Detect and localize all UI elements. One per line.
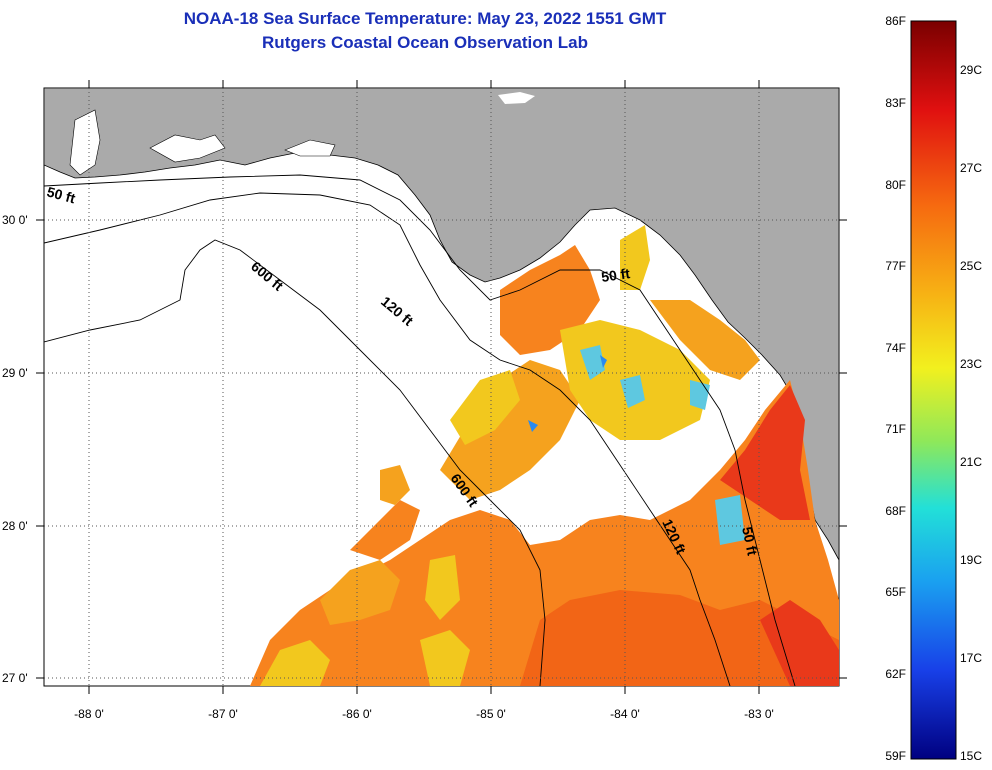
- bay: [149, 134, 226, 163]
- colorbar-c-label: 15C: [960, 749, 982, 763]
- colorbar: [910, 20, 957, 760]
- contour-label: 50 ft: [739, 525, 761, 557]
- x-tick-label: -83 0': [744, 707, 774, 721]
- contour-50ft: [44, 174, 796, 686]
- map-subtitle: Rutgers Coastal Ocean Observation Lab: [262, 33, 588, 52]
- colorbar-c-labels: 29C 27C 25C 23C 21C 19C 17C 15C: [960, 63, 982, 763]
- sst-data: [250, 225, 839, 686]
- contour-600ft: [44, 239, 546, 686]
- lake: [498, 92, 535, 104]
- colorbar-f-label: 80F: [885, 178, 906, 192]
- x-tick-label: -86 0': [342, 707, 372, 721]
- colorbar-f-labels: 86F 83F 80F 77F 74F 71F 68F 65F 62F 59F: [885, 14, 906, 763]
- x-tick-label: -84 0': [610, 707, 640, 721]
- colorbar-f-label: 65F: [885, 585, 906, 599]
- y-tick-label: 27 0': [2, 671, 28, 685]
- colorbar-f-label: 77F: [885, 259, 906, 273]
- colorbar-f-label: 71F: [885, 422, 906, 436]
- colorbar-c-label: 21C: [960, 455, 982, 469]
- bathymetry-contours: [44, 174, 796, 686]
- tick-marks: [36, 80, 847, 694]
- colorbar-c-label: 19C: [960, 553, 982, 567]
- y-tick-label: 30 0': [2, 213, 28, 227]
- y-tick-label: 29 0': [2, 366, 28, 380]
- colorbar-f-label: 68F: [885, 504, 906, 518]
- map-title: NOAA-18 Sea Surface Temperature: May 23,…: [183, 9, 667, 28]
- x-tick-label: -85 0': [476, 707, 506, 721]
- colorbar-f-label: 86F: [885, 14, 906, 28]
- colorbar-c-label: 25C: [960, 259, 982, 273]
- x-tick-label: -88 0': [74, 707, 104, 721]
- grid: [44, 88, 839, 686]
- colorbar-c-label: 29C: [960, 63, 982, 77]
- colorbar-c-label: 27C: [960, 161, 982, 175]
- colorbar-c-label: 23C: [960, 357, 982, 371]
- colorbar-f-label: 62F: [885, 667, 906, 681]
- contour-label: 50 ft: [45, 183, 77, 206]
- x-tick-label: -87 0': [208, 707, 238, 721]
- contour-120ft: [44, 192, 731, 686]
- contour-label: 50 ft: [600, 265, 631, 285]
- bay: [284, 139, 336, 157]
- colorbar-f-label: 74F: [885, 341, 906, 355]
- colorbar-c-label: 17C: [960, 651, 982, 665]
- y-tick-label: 28 0': [2, 519, 28, 533]
- colorbar-f-label: 59F: [885, 749, 906, 763]
- colorbar-f-label: 83F: [885, 96, 906, 110]
- bay: [69, 109, 101, 176]
